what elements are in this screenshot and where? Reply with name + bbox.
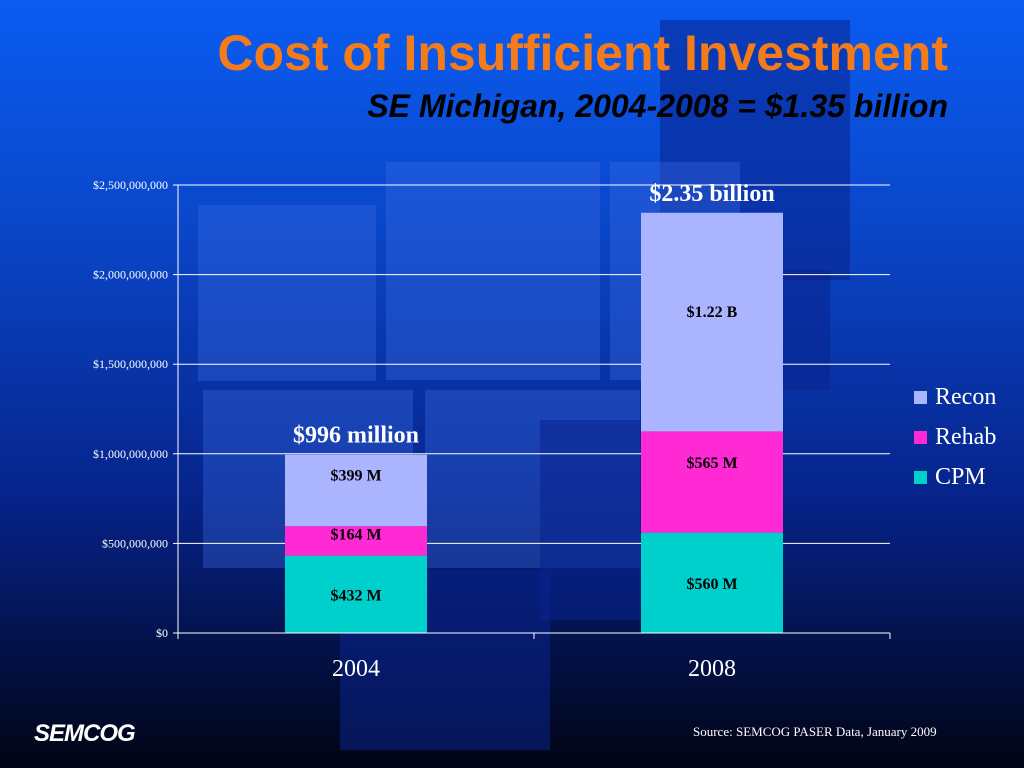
- segment-label: $1.22 B: [687, 304, 738, 321]
- bar-segment-cpm-2008: [641, 532, 783, 633]
- source-note: Source: SEMCOG PASER Data, January 2009: [693, 724, 937, 739]
- x-tick-label: 2008: [688, 656, 736, 682]
- y-tick-label: $1,500,000,000: [93, 357, 168, 371]
- semcog-logo: SEMCOG: [34, 720, 136, 747]
- segment-label: $560 M: [686, 576, 737, 593]
- data-labels: $432 M $164 M $399 M $996 million $560 M $565…: [293, 181, 775, 605]
- bar-segment-recon-2008: [641, 212, 783, 432]
- legend-swatch: [914, 470, 927, 484]
- x-tick-labels: 2004 2008: [332, 656, 736, 682]
- bar-segment-cpm-2004: [285, 555, 427, 633]
- slide-title: Cost of Insufficient Investment: [217, 25, 948, 81]
- segment-label: $565 M: [686, 455, 737, 472]
- bar-segment-rehab-2004: [285, 526, 427, 556]
- legend-label: CPM: [935, 463, 986, 490]
- segment-label: $399 M: [330, 468, 381, 485]
- y-tick-label: $1,000,000,000: [93, 447, 168, 461]
- y-tick-labels: $0 $500,000,000 $1,000,000,000 $1,500,000,0…: [93, 178, 168, 640]
- legend-item-recon: Recon: [914, 377, 996, 417]
- bar-segment-recon-2004: [285, 454, 427, 527]
- legend-item-rehab: Rehab: [914, 417, 996, 457]
- bar-segment-rehab-2008: [641, 431, 783, 533]
- bars: [285, 212, 783, 633]
- legend: Recon Rehab CPM: [914, 377, 996, 497]
- x-tick-label: 2004: [332, 656, 380, 682]
- legend-label: Rehab: [935, 423, 997, 450]
- total-label: $996 million: [293, 423, 419, 449]
- legend-swatch: [914, 430, 927, 444]
- y-tick-label: $500,000,000: [102, 536, 168, 550]
- axes: [177, 185, 891, 639]
- y-tick-label: $0: [156, 626, 168, 640]
- y-tick-label: $2,000,000,000: [93, 268, 168, 282]
- segment-label: $164 M: [330, 527, 381, 544]
- total-label: $2.35 billion: [649, 181, 774, 207]
- segment-label: $432 M: [330, 587, 381, 604]
- legend-label: Recon: [935, 383, 997, 410]
- y-tick-label: $2,500,000,000: [93, 178, 168, 192]
- legend-item-cpm: CPM: [914, 457, 996, 497]
- legend-swatch: [914, 390, 927, 404]
- slide-subtitle: SE Michigan, 2004-2008 = $1.35 billion: [367, 88, 948, 124]
